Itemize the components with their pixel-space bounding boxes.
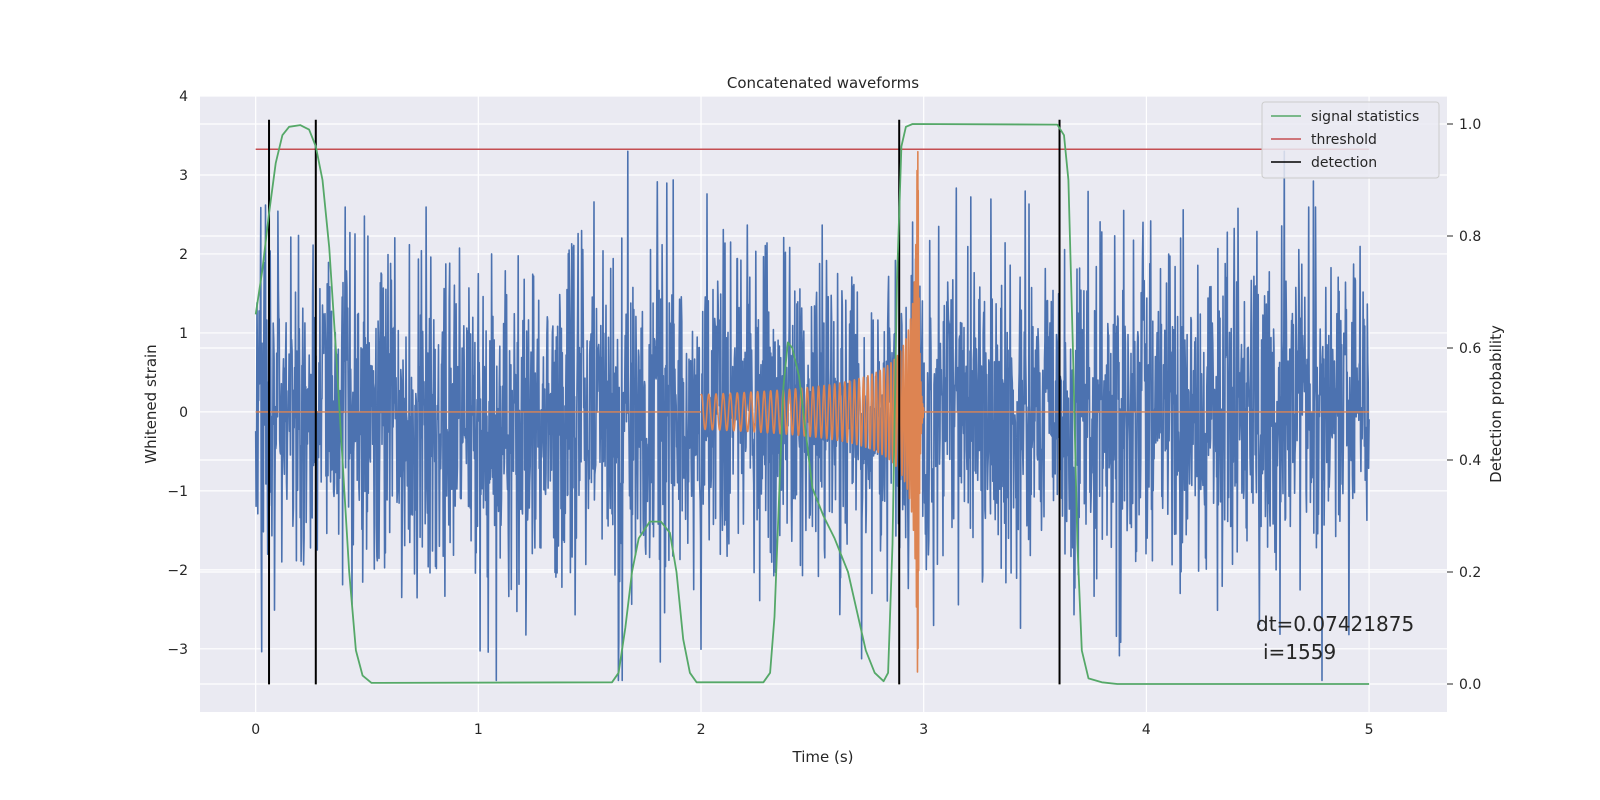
legend-label-signal-statistics: signal statistics <box>1311 109 1419 125</box>
x-tick-label-0: 0 <box>251 722 260 738</box>
grid <box>200 95 1447 712</box>
x-tick-label-2: 2 <box>697 722 706 738</box>
signal-statistics-line <box>254 123 1370 685</box>
legend-label-threshold: threshold <box>1311 132 1377 148</box>
y-right-tick-label-0: 0.0 <box>1459 677 1481 693</box>
annotation-dt: dt=0.07421875 <box>1256 612 1414 636</box>
x-tick-label-1: 1 <box>474 722 483 738</box>
y-right-tick-label-1: 0.2 <box>1459 565 1481 581</box>
signal-statistics-series <box>254 123 1370 685</box>
x-tick-label-4: 4 <box>1142 722 1151 738</box>
y-right-tick-label-3: 0.6 <box>1459 341 1481 357</box>
y-right-axis-label: Detection probability <box>1487 325 1505 483</box>
x-axis-label: Time (s) <box>792 748 854 766</box>
legend: signal statistics threshold detection <box>1261 101 1440 179</box>
y-left-tick-label-4: 1 <box>179 326 188 342</box>
y-left-tick-label-5: 2 <box>179 247 188 263</box>
chirp-line <box>700 150 925 673</box>
noise-series <box>254 150 1370 682</box>
detection-series <box>268 119 1061 685</box>
x-axis: 0 1 2 3 4 5 <box>251 722 1373 738</box>
y-right-tick-label-5: 1.0 <box>1459 117 1481 133</box>
y-left-tick-label-6: 3 <box>179 168 188 184</box>
legend-label-detection: detection <box>1311 155 1377 171</box>
legend-box <box>1261 101 1440 179</box>
y-left-tick-label-7: 4 <box>179 89 188 105</box>
x-tick-label-5: 5 <box>1365 722 1374 738</box>
y-left-tick-label-2: −1 <box>167 484 188 500</box>
y-left-axis: −3 −2 −1 0 1 2 3 4 <box>167 89 188 658</box>
chart-title: Concatenated waveforms <box>727 74 919 92</box>
y-left-tick-label-1: −2 <box>167 563 188 579</box>
y-left-tick-label-3: 0 <box>179 405 188 421</box>
y-right-tick-label-4: 0.8 <box>1459 229 1481 245</box>
y-right-axis: 0.0 0.2 0.4 0.6 0.8 1.0 <box>1447 117 1481 693</box>
y-left-tick-label-0: −3 <box>167 642 188 658</box>
y-right-tick-label-2: 0.4 <box>1459 453 1481 469</box>
x-tick-label-3: 3 <box>919 722 928 738</box>
y-left-axis-label: Whitened strain <box>142 344 160 463</box>
chirp-series <box>255 150 1370 673</box>
noise-line <box>254 150 1370 682</box>
annotation-index: i=1559 <box>1263 640 1336 664</box>
